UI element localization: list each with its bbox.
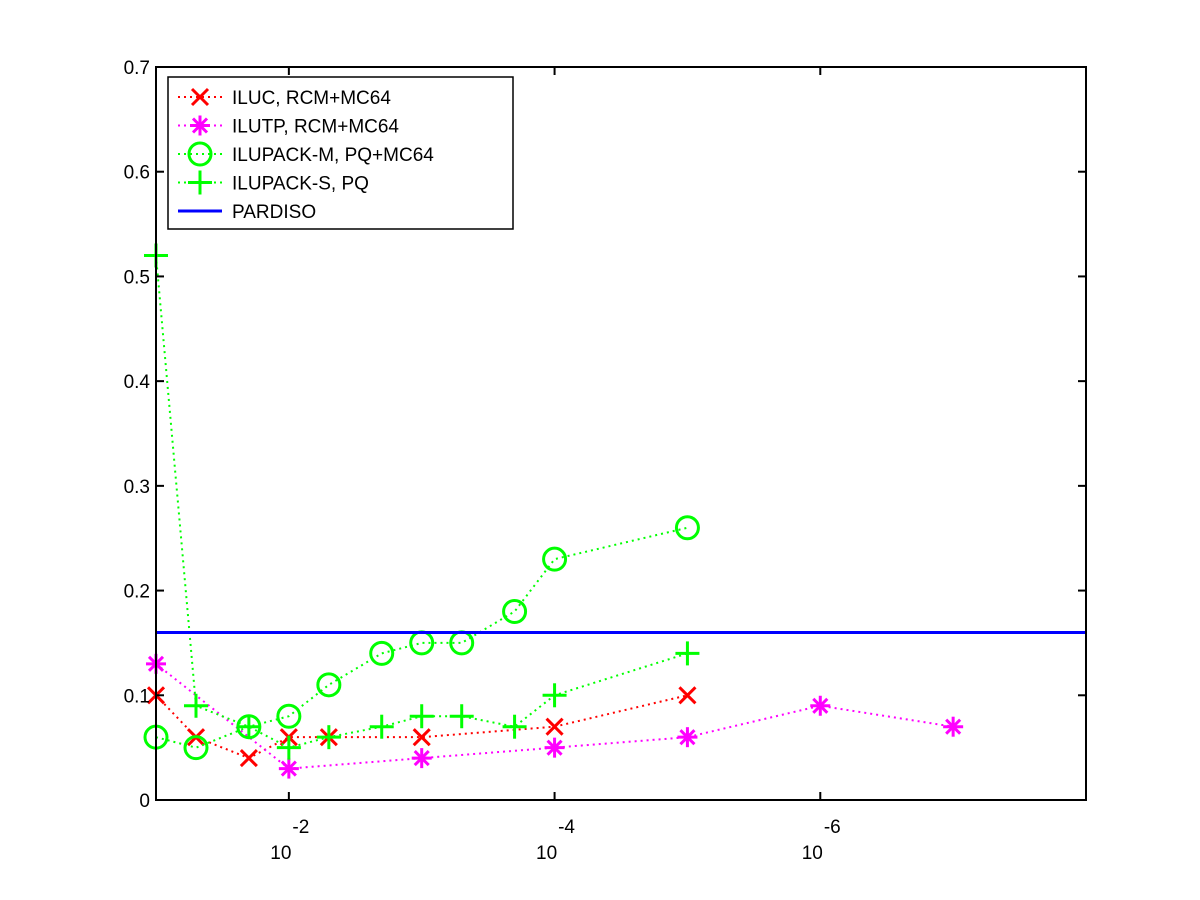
- data-point-ilupack-s-pq-4: [316, 725, 341, 750]
- x-tick-label-base: 10: [270, 843, 291, 864]
- data-point-ilutp-rcm-mc64-2: [411, 748, 432, 769]
- x-tick-label-base: 10: [536, 843, 557, 864]
- legend-label: ILUC, RCM+MC64: [232, 88, 391, 109]
- x-tick-label-exponent: -4: [558, 817, 575, 838]
- data-point-ilupack-s-pq-8: [502, 714, 527, 739]
- data-point-ilupack-m-pq-mc64-5: [369, 640, 395, 666]
- data-point-ilupack-s-pq-3: [276, 735, 301, 760]
- data-point-ilutp-rcm-mc64-1: [278, 758, 299, 779]
- x-tick-label-exponent: -6: [824, 817, 841, 838]
- legend-swatch-marker: [187, 141, 213, 167]
- legend-entry-pardiso: PARDISO: [178, 202, 316, 223]
- data-point-iluc-rcm-mc64-7: [678, 686, 697, 705]
- series-ilupack-s-pq: [144, 243, 700, 760]
- plot-frame: [155, 66, 1087, 801]
- legend-box: [167, 76, 514, 230]
- data-point-ilutp-rcm-mc64-5: [810, 695, 831, 716]
- data-point-ilupack-m-pq-mc64-8: [502, 599, 528, 625]
- series-layer: [143, 243, 1086, 779]
- x-tick-label-exponent: -2: [292, 817, 309, 838]
- y-tick-label: 0.7: [124, 58, 150, 79]
- legend-entry-ilupack-s-pq: ILUPACK-S, PQ: [178, 170, 369, 195]
- data-point-ilupack-m-pq-mc64-1: [183, 735, 209, 761]
- data-point-iluc-rcm-mc64-6: [545, 717, 564, 736]
- x-tick-label-base: 10: [802, 843, 823, 864]
- data-point-ilupack-m-pq-mc64-9: [542, 546, 568, 572]
- legend-swatch-marker: [190, 115, 210, 136]
- legend-entry-ilutp-rcm-mc64: ILUTP, RCM+MC64: [178, 115, 399, 138]
- data-point-iluc-rcm-mc64-5: [412, 728, 431, 747]
- legend-entry-ilupack-m-pq-mc64: ILUPACK-M, PQ+MC64: [178, 141, 434, 167]
- y-tick-label: 0.1: [124, 686, 150, 707]
- data-point-ilutp-rcm-mc64-3: [544, 737, 565, 758]
- legend-label: PARDISO: [232, 202, 316, 223]
- legend-label: ILUTP, RCM+MC64: [232, 117, 399, 138]
- data-point-ilupack-s-pq-9: [542, 683, 567, 708]
- data-point-ilupack-m-pq-mc64-10: [674, 515, 700, 541]
- legend: ILUC, RCM+MC64 ILUTP, RCM+MC64 ILUPACK-M, …: [167, 76, 514, 230]
- data-point-ilupack-m-pq-mc64-4: [316, 672, 342, 698]
- series-ilutp-rcm-mc64: [146, 653, 964, 779]
- legend-label: ILUPACK-M, PQ+MC64: [232, 145, 434, 166]
- series-ilupack-m-pq-mc64: [143, 515, 700, 761]
- y-tick-label: 0.3: [124, 477, 150, 498]
- y-tick-label: 0: [139, 791, 150, 812]
- series-line-ilupack-s-pq: [155, 255, 688, 749]
- legend-swatch-marker: [190, 87, 210, 107]
- data-point-ilupack-s-pq-5: [369, 714, 394, 739]
- y-tick-label: 0.6: [124, 163, 150, 184]
- y-tick-label: 0.4: [124, 372, 151, 393]
- data-point-ilupack-s-pq-7: [449, 704, 474, 729]
- data-point-ilupack-s-pq-10: [675, 641, 700, 666]
- data-point-iluc-rcm-mc64-2: [239, 749, 258, 768]
- series-line-ilupack-m-pq-mc64: [155, 526, 688, 749]
- data-point-ilutp-rcm-mc64-4: [677, 727, 698, 748]
- legend-label: ILUPACK-S, PQ: [232, 174, 369, 195]
- y-tick-label: 0.2: [124, 582, 150, 603]
- legend-entry-iluc-rcm-mc64: ILUC, RCM+MC64: [178, 87, 391, 109]
- axes-layer: 00.10.20.30.40.50.60.710-210-410-6: [124, 58, 1086, 864]
- y-tick-label: 0.5: [124, 267, 150, 288]
- legend-swatch-marker: [188, 170, 212, 195]
- data-point-ilupack-s-pq-1: [183, 693, 208, 718]
- data-point-ilupack-m-pq-mc64-3: [276, 703, 302, 729]
- data-point-ilupack-s-pq-6: [409, 704, 434, 729]
- data-point-ilutp-rcm-mc64-6: [943, 716, 964, 737]
- data-point-ilupack-s-pq-2: [236, 714, 261, 739]
